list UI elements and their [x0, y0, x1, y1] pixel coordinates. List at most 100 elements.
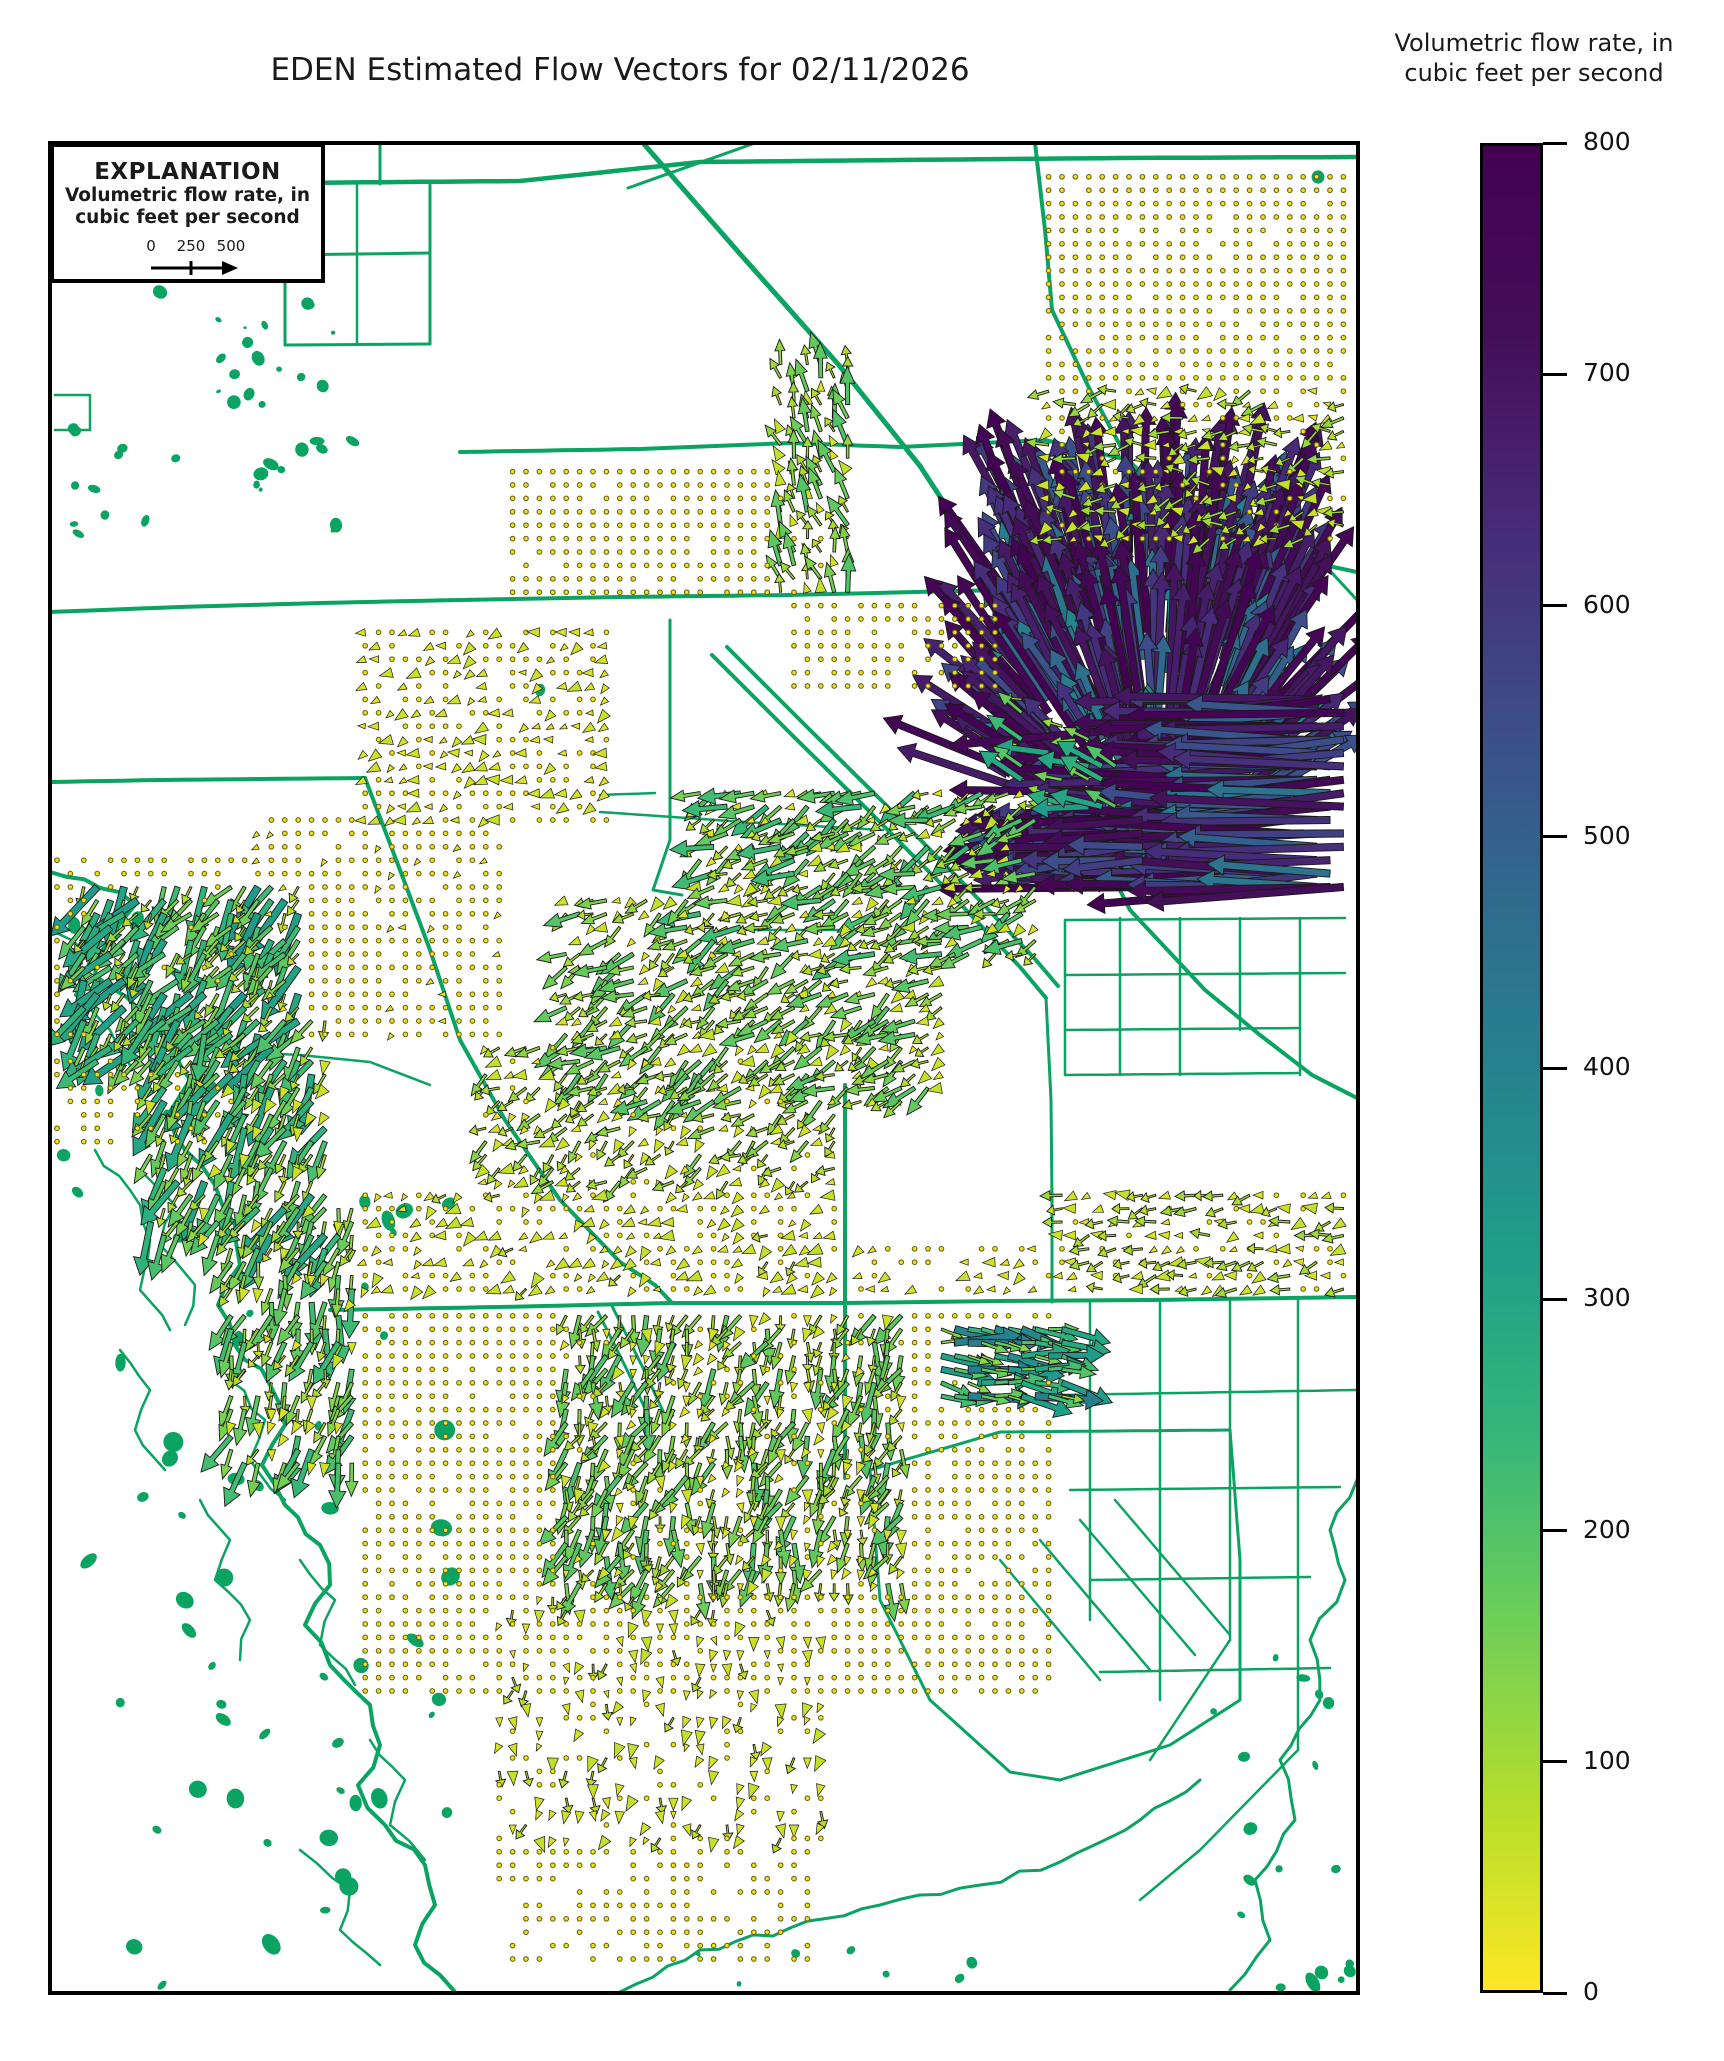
flow-dot	[348, 910, 355, 917]
flow-dot	[375, 937, 382, 944]
flow-dot	[429, 1420, 436, 1426]
flow-dot	[697, 1219, 704, 1225]
flow-dot	[442, 1326, 449, 1333]
flow-dot	[442, 1312, 449, 1319]
flow-dot	[1193, 374, 1199, 381]
island-blob	[227, 395, 241, 410]
flow-dot	[911, 1500, 918, 1507]
flow-dot	[496, 1513, 503, 1520]
flow-dot	[496, 1500, 503, 1507]
flow-dot	[415, 1420, 422, 1426]
island-blob	[277, 466, 286, 474]
flow-dot	[442, 1393, 449, 1400]
flow-dot	[536, 1781, 543, 1788]
flow-dot	[482, 1460, 489, 1467]
flow-dot	[322, 991, 328, 998]
flow-dot	[375, 736, 382, 743]
flow-arrow	[1040, 401, 1051, 410]
flow-arrow	[1090, 466, 1105, 477]
flow-dot	[616, 1795, 623, 1802]
flow-dot	[1139, 334, 1146, 341]
flow-dot	[1260, 388, 1266, 395]
flow-dot	[831, 1205, 838, 1212]
flow-dot	[442, 683, 449, 689]
flow-dot	[469, 1272, 476, 1279]
flow-dot	[1179, 187, 1186, 194]
flow-dot	[1193, 214, 1199, 220]
flow-dot	[375, 1339, 382, 1346]
flow-dot	[590, 508, 596, 515]
flow-dot	[1246, 508, 1253, 515]
canal-line	[298, 1558, 357, 1687]
canal-line	[228, 1378, 287, 1502]
flow-dot	[884, 1393, 891, 1400]
flow-dot	[496, 1460, 503, 1467]
flow-dot	[951, 642, 958, 649]
flow-dot	[1313, 374, 1320, 381]
flow-arrow	[1091, 440, 1117, 452]
flow-dot	[1099, 334, 1106, 341]
flow-dot	[563, 1353, 570, 1359]
flow-dot	[523, 1366, 529, 1373]
flow-dot	[1327, 294, 1333, 301]
flow-dot	[737, 508, 744, 515]
flow-dot	[1273, 321, 1280, 328]
flow-dot	[750, 508, 757, 515]
flow-dot	[670, 535, 677, 542]
flow-arrow	[1326, 400, 1345, 413]
flow-dot	[375, 683, 382, 689]
flow-dot	[1126, 321, 1132, 328]
flow-dot	[523, 1312, 529, 1319]
flow-dot	[938, 629, 945, 636]
flow-dot	[724, 1098, 730, 1105]
canal-line	[298, 1848, 382, 1967]
flow-dot	[1179, 321, 1186, 328]
flow-dot	[1233, 348, 1240, 354]
flow-dot	[1327, 281, 1333, 287]
flow-dot	[402, 1004, 409, 1011]
island-blob	[314, 1420, 322, 1431]
flow-dot	[1206, 1219, 1213, 1225]
flow-dot	[362, 843, 369, 850]
flow-dot	[563, 776, 570, 783]
flow-dot	[737, 1701, 744, 1708]
flow-dot	[697, 1500, 704, 1507]
flow-dot	[1045, 415, 1052, 421]
flow-dot	[389, 1473, 395, 1480]
flow-arrow	[1172, 748, 1345, 771]
flow-dot	[603, 817, 610, 823]
flow-dot	[992, 1433, 998, 1440]
flow-dot	[375, 1232, 382, 1239]
flow-dot	[1340, 1192, 1347, 1199]
flow-dot	[1045, 173, 1052, 180]
flow-dot	[375, 1353, 382, 1359]
flow-dot	[415, 1031, 422, 1038]
flow-dot	[1340, 307, 1347, 314]
island-blob	[295, 442, 309, 457]
island-blob	[80, 1553, 97, 1569]
flow-dot	[1260, 307, 1266, 314]
flow-dot	[496, 803, 503, 810]
flow-dot	[1260, 254, 1266, 261]
flow-dot	[536, 763, 543, 770]
flow-dot	[1327, 495, 1333, 502]
flow-dot	[389, 750, 395, 756]
flow-dot	[1340, 495, 1347, 502]
flow-dot	[1072, 361, 1079, 368]
flow-dot	[509, 1755, 516, 1761]
flow-dot	[549, 803, 556, 810]
flow-dot	[951, 1500, 958, 1507]
flow-dot	[429, 1219, 436, 1225]
island-blob	[339, 1876, 359, 1896]
flow-dot	[389, 1245, 395, 1252]
flow-dot	[295, 870, 302, 877]
flow-dot	[549, 1500, 556, 1507]
flow-dot	[710, 549, 717, 555]
flow-dot	[402, 1513, 409, 1520]
flow-dot	[871, 1259, 878, 1266]
flow-dot	[925, 1326, 931, 1333]
flow-dot	[965, 1460, 972, 1467]
flow-dot	[536, 1326, 543, 1333]
flow-dot	[764, 1433, 771, 1440]
flow-dot	[523, 1433, 529, 1440]
